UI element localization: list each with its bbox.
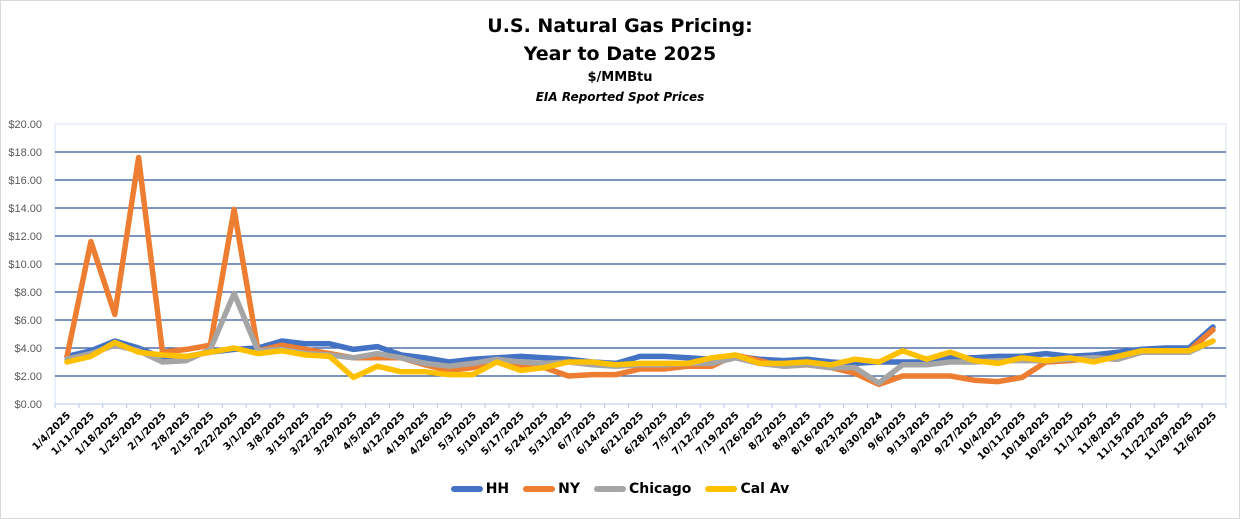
- y-tick-label: $12.00: [8, 231, 42, 243]
- legend-item-ny: NY: [523, 481, 580, 497]
- y-tick-label: $8.00: [14, 287, 42, 299]
- y-tick-label: $14.00: [8, 203, 42, 215]
- legend-label: NY: [558, 481, 580, 497]
- legend-item-cal-av: Cal Av: [705, 481, 789, 497]
- y-tick-label: $2.00: [14, 371, 42, 383]
- y-tick-label: $16.00: [8, 175, 42, 187]
- chart-units: $/MMBtu: [587, 70, 653, 85]
- legend-swatch: [450, 486, 483, 492]
- y-tick-label: $6.00: [14, 315, 42, 327]
- chart-titles: U.S. Natural Gas Pricing: Year to Date 2…: [0, 12, 1240, 106]
- series-line-cal-av: [64, 338, 1216, 381]
- legend-item-chicago: Chicago: [594, 481, 691, 497]
- y-tick-label: $4.00: [14, 343, 42, 355]
- legend-label: Cal Av: [740, 481, 790, 497]
- legend-item-hh: HH: [450, 481, 510, 497]
- legend: HH NY Chicago Cal Av: [0, 481, 1240, 497]
- x-axis: 1/4/20251/11/20251/18/20251/25/20252/1/2…: [31, 403, 1227, 463]
- legend-label: HH: [485, 481, 510, 497]
- legend-label: Chicago: [629, 481, 692, 497]
- legend-swatch: [705, 486, 738, 492]
- legend-swatch: [523, 486, 556, 492]
- y-axis: $0.00 $2.00 $4.00 $6.00 $8.00 $10.00 $12.00 $14…: [8, 119, 42, 411]
- y-tick-label: $20.00: [8, 119, 42, 131]
- chart-title: U.S. Natural Gas Pricing:: [487, 15, 753, 37]
- y-tick-label: $10.00: [8, 259, 42, 271]
- y-tick-label: $18.00: [8, 147, 42, 159]
- chart-subtitle: Year to Date 2025: [523, 43, 717, 65]
- series-lines: [64, 154, 1216, 388]
- y-tick-label: $0.00: [14, 399, 42, 411]
- legend-swatch: [594, 486, 626, 492]
- chart-note: EIA Reported Spot Prices: [535, 90, 705, 104]
